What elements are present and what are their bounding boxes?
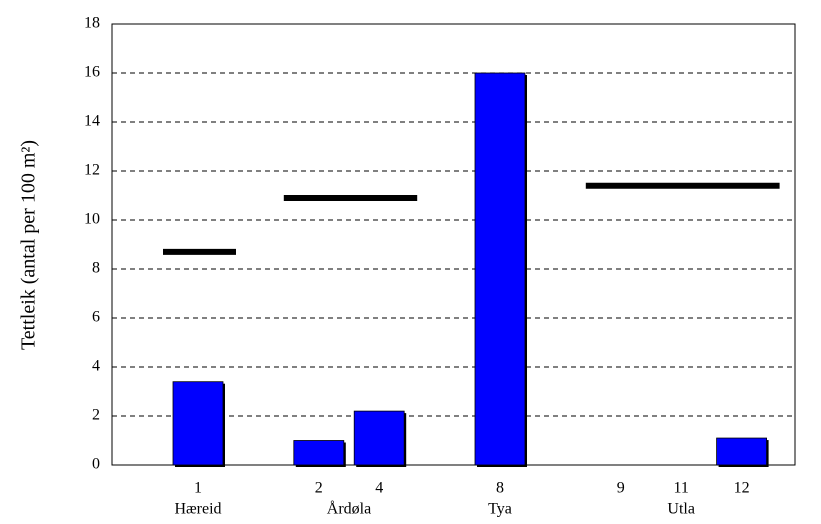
y-tick-label: 4 xyxy=(92,358,100,375)
x-tick-label: 4 xyxy=(375,480,383,497)
y-tick-label: 14 xyxy=(84,113,100,130)
bar xyxy=(293,440,345,466)
bar xyxy=(172,381,224,466)
y-tick-label: 8 xyxy=(92,260,100,277)
x-tick-label: 1 xyxy=(194,480,202,497)
group-label: Hæreid xyxy=(174,501,221,518)
y-axis-label: Tettleik (antal per 100 m²) xyxy=(18,140,40,350)
x-tick-label: 2 xyxy=(315,480,323,497)
x-tick-label: 12 xyxy=(734,480,750,497)
bar xyxy=(474,72,526,466)
y-tick-label: 16 xyxy=(84,64,100,81)
x-tick-label: 8 xyxy=(496,480,504,497)
y-tick-label: 10 xyxy=(84,211,100,228)
x-tick-label: 11 xyxy=(673,480,688,497)
group-label: Årdøla xyxy=(327,500,371,518)
y-tick-label: 12 xyxy=(84,162,100,179)
bar xyxy=(716,437,767,466)
group-label: Utla xyxy=(667,501,695,518)
plot-frame xyxy=(111,23,796,466)
bar xyxy=(353,410,405,466)
group-label: Tya xyxy=(488,501,512,518)
y-tick-label: 0 xyxy=(92,456,100,473)
y-tick-label: 18 xyxy=(84,15,100,32)
y-tick-label: 6 xyxy=(92,309,100,326)
y-tick-label: 2 xyxy=(92,407,100,424)
x-tick-label: 9 xyxy=(617,480,625,497)
